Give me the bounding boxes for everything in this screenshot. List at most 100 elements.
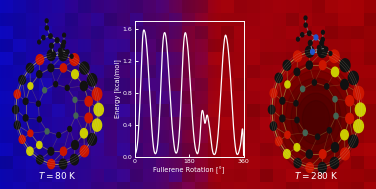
- Bar: [13, 104, 26, 117]
- Bar: [286, 117, 299, 130]
- Bar: [221, 156, 234, 169]
- Circle shape: [285, 81, 290, 88]
- Circle shape: [285, 131, 290, 138]
- Bar: [195, 26, 208, 39]
- Circle shape: [306, 61, 312, 69]
- Circle shape: [304, 23, 307, 27]
- Bar: [247, 91, 260, 104]
- Circle shape: [62, 40, 65, 44]
- Circle shape: [319, 150, 326, 159]
- Bar: [156, 169, 169, 182]
- Bar: [312, 117, 325, 130]
- Bar: [182, 26, 195, 39]
- Circle shape: [27, 147, 33, 155]
- Bar: [91, 26, 104, 39]
- Circle shape: [45, 26, 49, 30]
- Text: $T = 280\ \mathrm{K}$: $T = 280\ \mathrm{K}$: [294, 170, 338, 181]
- Bar: [143, 0, 156, 13]
- Bar: [156, 0, 169, 13]
- Bar: [221, 39, 234, 52]
- Bar: [52, 65, 65, 78]
- Bar: [286, 52, 299, 65]
- Bar: [286, 91, 299, 104]
- Bar: [312, 39, 325, 52]
- Bar: [273, 182, 286, 189]
- Bar: [39, 104, 52, 117]
- Bar: [234, 156, 247, 169]
- Bar: [91, 91, 104, 104]
- Circle shape: [300, 86, 305, 92]
- Bar: [221, 130, 234, 143]
- Bar: [169, 78, 182, 91]
- Bar: [234, 117, 247, 130]
- Circle shape: [341, 148, 350, 160]
- Bar: [273, 143, 286, 156]
- Circle shape: [55, 38, 59, 43]
- Bar: [260, 91, 273, 104]
- Bar: [208, 143, 221, 156]
- Bar: [0, 156, 13, 169]
- Bar: [39, 0, 52, 13]
- Circle shape: [330, 157, 339, 169]
- Bar: [143, 13, 156, 26]
- Bar: [208, 26, 221, 39]
- Bar: [247, 39, 260, 52]
- Bar: [351, 169, 364, 182]
- Bar: [182, 143, 195, 156]
- Circle shape: [92, 88, 102, 100]
- Bar: [182, 39, 195, 52]
- Bar: [65, 26, 78, 39]
- Bar: [39, 39, 52, 52]
- Bar: [299, 13, 312, 26]
- Bar: [260, 39, 273, 52]
- Bar: [13, 39, 26, 52]
- Circle shape: [88, 134, 97, 145]
- Circle shape: [94, 103, 103, 116]
- Bar: [65, 156, 78, 169]
- Bar: [273, 65, 286, 78]
- Bar: [156, 143, 169, 156]
- Bar: [13, 78, 26, 91]
- Bar: [117, 78, 130, 91]
- Circle shape: [70, 54, 73, 58]
- Bar: [364, 156, 376, 169]
- Bar: [299, 26, 312, 39]
- Bar: [182, 13, 195, 26]
- Circle shape: [36, 155, 43, 164]
- Bar: [78, 143, 91, 156]
- Circle shape: [284, 149, 290, 158]
- Bar: [195, 130, 208, 143]
- Bar: [312, 0, 325, 13]
- Bar: [130, 104, 143, 117]
- Bar: [13, 13, 26, 26]
- Bar: [364, 104, 376, 117]
- Bar: [299, 78, 312, 91]
- Bar: [273, 169, 286, 182]
- Circle shape: [80, 129, 87, 138]
- Bar: [130, 169, 143, 182]
- Bar: [182, 65, 195, 78]
- Circle shape: [302, 101, 330, 137]
- Circle shape: [332, 143, 339, 152]
- Circle shape: [43, 88, 47, 93]
- Circle shape: [92, 119, 102, 131]
- Circle shape: [317, 45, 321, 50]
- X-axis label: Fullerene Rotation [°]: Fullerene Rotation [°]: [153, 166, 225, 174]
- Bar: [91, 52, 104, 65]
- Bar: [39, 65, 52, 78]
- Bar: [338, 143, 351, 156]
- Bar: [247, 26, 260, 39]
- Circle shape: [80, 146, 89, 157]
- Circle shape: [318, 163, 326, 173]
- Bar: [182, 104, 195, 117]
- Circle shape: [80, 62, 89, 74]
- Bar: [364, 26, 376, 39]
- Bar: [338, 169, 351, 182]
- Bar: [286, 78, 299, 91]
- Bar: [13, 117, 26, 130]
- Bar: [338, 130, 351, 143]
- Bar: [78, 182, 91, 189]
- Bar: [91, 143, 104, 156]
- Bar: [195, 156, 208, 169]
- Bar: [143, 169, 156, 182]
